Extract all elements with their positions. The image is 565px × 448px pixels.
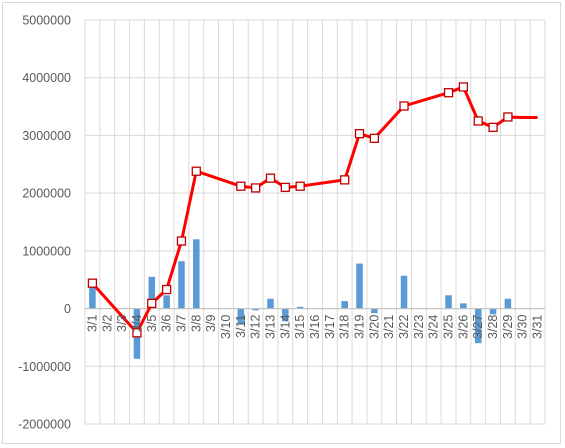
x-category-label: 3/13 — [263, 315, 277, 339]
x-category-label: 3/16 — [308, 315, 322, 339]
line-marker — [488, 122, 498, 132]
bar — [148, 276, 156, 309]
line-marker — [132, 328, 142, 338]
bar — [237, 308, 245, 325]
x-category-label: 3/6 — [160, 315, 174, 332]
bar — [356, 263, 363, 309]
x-category-label: 3/14 — [278, 315, 292, 339]
line-marker — [354, 129, 365, 139]
x-category-label: 3/2 — [100, 315, 114, 332]
x-category-label: 3/12 — [249, 315, 263, 339]
line-marker — [191, 166, 201, 176]
x-category-label: 3/28 — [486, 315, 500, 339]
x-category-label: 3/21 — [382, 315, 396, 339]
bar — [193, 239, 200, 309]
line-marker — [295, 181, 305, 191]
line-marker — [250, 183, 261, 193]
bar — [252, 308, 259, 311]
bar — [267, 298, 274, 309]
y-tick-label: -1000000 — [18, 360, 71, 374]
x-category-label: 3/17 — [323, 315, 337, 339]
bar — [460, 303, 467, 309]
bar — [178, 261, 185, 309]
x-category-label: 3/22 — [397, 315, 411, 339]
bar — [371, 308, 378, 314]
x-category-label: 3/20 — [367, 315, 381, 339]
line-marker — [458, 82, 469, 92]
line-marker — [399, 101, 409, 111]
line-marker — [280, 182, 290, 193]
x-category-label: 3/7 — [174, 315, 188, 332]
bar — [400, 275, 408, 309]
x-category-label: 3/24 — [427, 315, 441, 339]
x-category-label: 3/5 — [145, 315, 159, 332]
line-marker — [340, 175, 350, 185]
x-category-label: 3/3 — [115, 315, 129, 332]
y-tick-label: -2000000 — [18, 418, 71, 432]
x-category-label: 3/19 — [352, 315, 366, 339]
line-marker — [369, 133, 380, 143]
x-category-label: 3/26 — [456, 315, 470, 339]
line-marker — [443, 88, 454, 98]
bar — [504, 298, 512, 309]
bar — [474, 308, 482, 344]
x-category-label: 3/18 — [338, 315, 352, 339]
bar — [89, 285, 96, 309]
bar — [341, 301, 348, 309]
bar — [163, 295, 170, 309]
line-marker — [87, 278, 98, 288]
y-tick-label: 0 — [64, 302, 71, 316]
x-category-label: 3/8 — [189, 315, 203, 332]
gridlines — [84, 19, 546, 425]
y-tick-label: 5000000 — [22, 14, 71, 28]
x-category-label: 3/1 — [85, 315, 99, 332]
bar — [445, 295, 452, 309]
x-category-label: 3/9 — [204, 315, 218, 332]
line-marker — [265, 173, 276, 183]
y-tick-label: 2000000 — [22, 187, 71, 201]
x-category-label: 3/31 — [531, 315, 545, 339]
y-tick-label: 1000000 — [22, 244, 71, 258]
y-axis-tick-labels: 5000000 4000000 3000000 2000000 1000000 0 -100… — [18, 14, 71, 432]
line-marker — [161, 284, 172, 295]
x-category-label: 3/4 — [130, 315, 144, 332]
line-marker — [473, 116, 483, 126]
line-marker — [147, 298, 157, 309]
line-marker — [503, 112, 513, 122]
y-tick-label: 3000000 — [22, 129, 71, 143]
x-category-label: 3/10 — [219, 315, 233, 339]
y-tick-label: 4000000 — [22, 71, 71, 85]
bar — [282, 308, 289, 322]
x-axis-category-labels: 3/1 3/2 3/3 3/4 3/5 3/6 3/7 3/8 3/9 3/10 3/11 3/12 3… — [85, 315, 544, 339]
line-path — [91, 85, 538, 335]
x-category-label: 3/23 — [412, 315, 426, 339]
x-category-label: 3/15 — [293, 315, 307, 339]
x-category-label: 3/29 — [501, 315, 515, 339]
x-category-label: 3/25 — [441, 315, 455, 339]
chart-area — [2, 2, 561, 444]
x-category-label: 3/11 — [234, 315, 248, 338]
line-marker — [176, 236, 187, 246]
x-category-label: 3/27 — [471, 315, 485, 339]
x-category-label: 3/30 — [516, 315, 530, 339]
line-marker — [236, 181, 246, 191]
line-series — [87, 82, 538, 338]
bar — [489, 308, 497, 315]
bar — [296, 306, 304, 309]
